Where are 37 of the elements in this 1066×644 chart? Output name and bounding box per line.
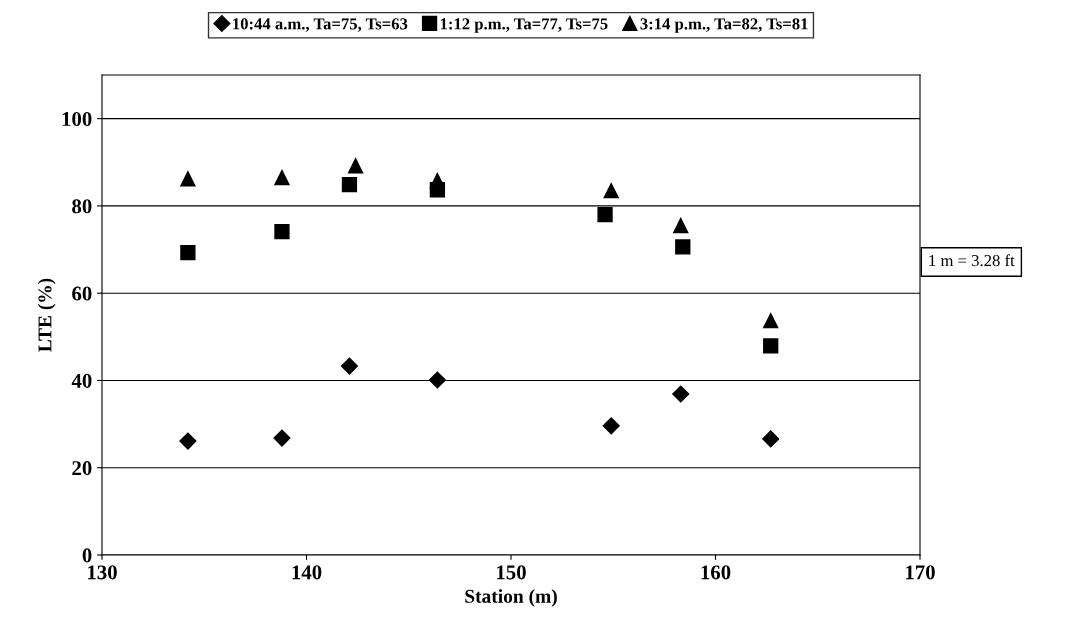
point (762, 430, 780, 448)
point (179, 432, 197, 450)
point (180, 171, 196, 187)
x-tick-label: 160 (701, 565, 731, 580)
legend-label: 3:14 p.m., Ta=82, Ts=81 (640, 18, 808, 33)
point (341, 176, 358, 193)
y-tick-label: 20 (72, 461, 92, 476)
point (597, 206, 613, 223)
x-tick-label: 170 (906, 565, 935, 580)
x-tick-label: 140 (292, 565, 322, 580)
x-tick-label: 130 (88, 565, 117, 580)
point (347, 158, 364, 174)
y-tick-label: 40 (71, 373, 92, 388)
point (273, 429, 291, 447)
point (672, 385, 690, 403)
point (603, 182, 619, 199)
point (602, 417, 620, 435)
legend-label: 10:44 a.m., Ta=75, Ts=63 (233, 18, 408, 32)
y-axis-title: LTE (%) (37, 278, 56, 352)
point (673, 217, 689, 234)
point (274, 224, 290, 240)
point (763, 313, 779, 329)
x-axis-title: Station (m) (465, 589, 557, 607)
legend-label: 1:12 p.m., Ta=77, Ts=75 (440, 18, 608, 33)
point (675, 239, 691, 255)
point (428, 371, 446, 389)
text: 1 m = 3.28 ft (929, 254, 1015, 267)
point (429, 172, 446, 189)
y-tick-label: 80 (72, 199, 92, 214)
y-tick-label: 60 (72, 286, 92, 301)
point (763, 338, 779, 354)
point (340, 357, 358, 375)
y-tick-label: 100 (62, 112, 92, 127)
point (274, 169, 290, 186)
point (180, 244, 196, 261)
x-tick-label: 150 (497, 565, 526, 580)
y-tick-label: 0 (82, 548, 92, 563)
